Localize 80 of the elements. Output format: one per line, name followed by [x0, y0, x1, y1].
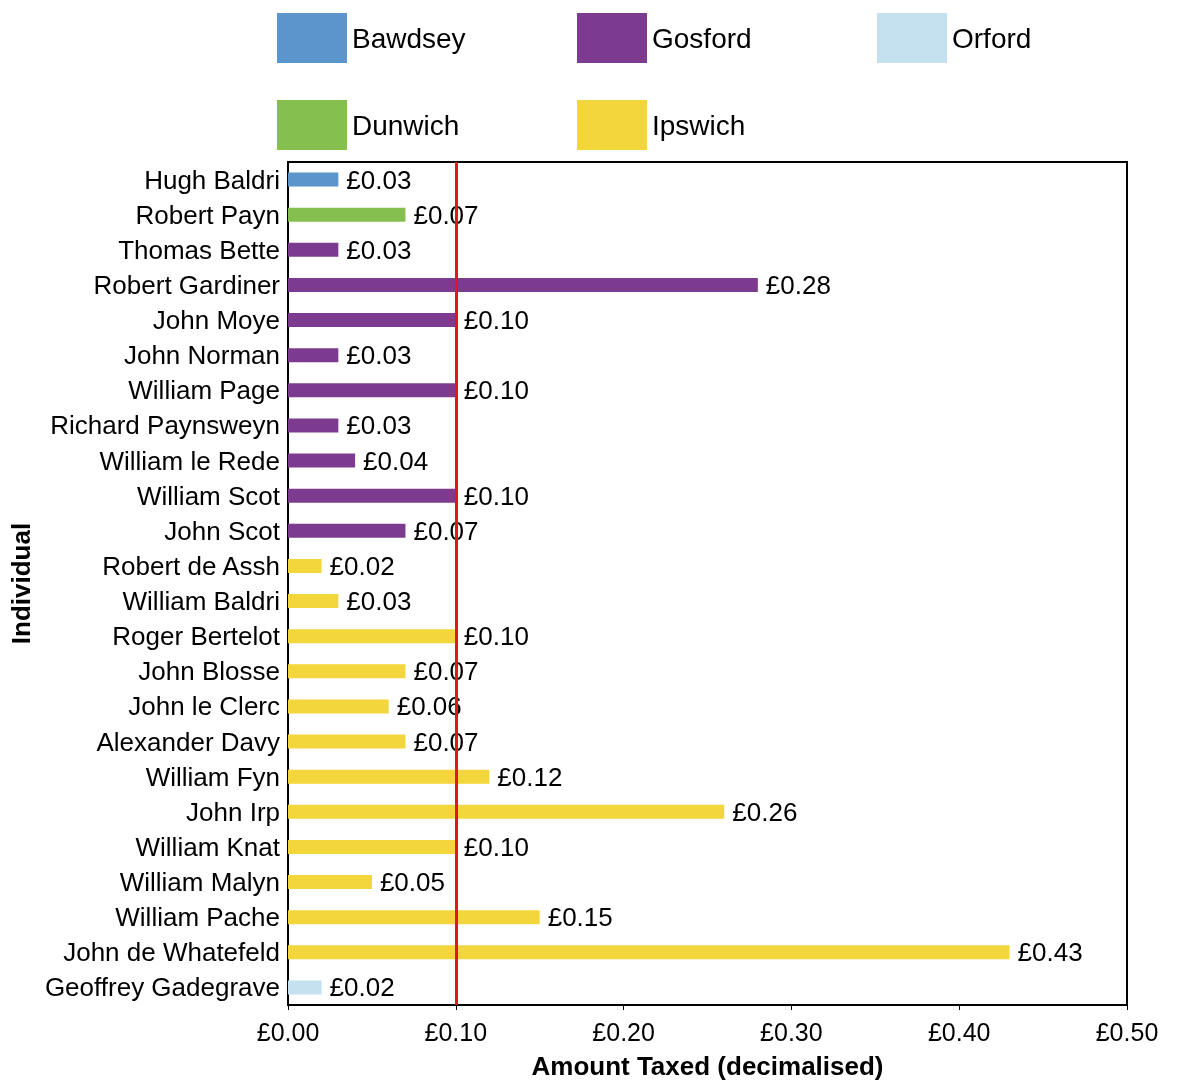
x-tick-label: £0.00: [256, 1017, 320, 1046]
bar: [288, 172, 339, 187]
bar: [288, 804, 725, 819]
data-label: £0.10: [463, 305, 529, 336]
bar: [288, 242, 339, 257]
bar: [288, 839, 456, 854]
y-tick-label: William Knat: [135, 831, 281, 862]
data-label: £0.04: [363, 445, 429, 476]
y-tick-label: William Malyn: [119, 867, 280, 898]
bar: [288, 313, 456, 328]
bar: [288, 348, 339, 363]
legend-label: Orford: [952, 22, 1032, 54]
legend-label: Bawdsey: [352, 22, 466, 54]
data-label: £0.03: [346, 340, 412, 371]
y-tick-label: John Scot: [164, 515, 281, 546]
data-label: £0.03: [346, 164, 412, 195]
bar: [288, 910, 540, 925]
x-tick-label: £0.50: [1095, 1017, 1159, 1046]
y-tick-label: Roger Bertelot: [112, 621, 281, 652]
bar: [288, 453, 356, 468]
legend-label: Ipswich: [652, 109, 746, 141]
data-label: £0.10: [463, 621, 529, 652]
bar: [288, 980, 322, 995]
y-tick-label: William le Rede: [99, 445, 280, 476]
y-axis-title: Individual: [6, 522, 36, 645]
legend-label: Dunwich: [352, 109, 460, 141]
data-label: £0.43: [1017, 937, 1083, 968]
data-label: £0.12: [497, 761, 563, 792]
x-tick-label: £0.20: [592, 1017, 655, 1046]
bar: [288, 664, 406, 679]
bar: [288, 734, 406, 749]
y-tick-label: William Fyn: [145, 761, 280, 792]
data-label: £0.10: [463, 480, 529, 511]
data-label: £0.03: [346, 234, 412, 265]
y-tick-label: Robert Gardiner: [93, 269, 281, 300]
y-tick-label: William Pache: [115, 902, 280, 933]
y-tick-label: John Blosse: [138, 656, 280, 687]
data-label: £0.05: [379, 867, 445, 898]
data-label: £0.03: [346, 410, 412, 441]
bar: [288, 523, 406, 538]
y-tick-label: Hugh Baldri: [144, 164, 280, 195]
y-tick-label: William Page: [128, 375, 280, 406]
data-label: £0.26: [732, 796, 798, 827]
bar: [288, 769, 490, 784]
y-tick-label: Robert de Assh: [102, 550, 280, 581]
data-label: £0.02: [329, 972, 395, 1003]
y-tick-label: John Moye: [152, 305, 280, 336]
x-tick-label: £0.40: [927, 1017, 991, 1046]
data-label: £0.02: [329, 550, 395, 581]
bar: [288, 875, 372, 890]
y-tick-label: John Norman: [123, 340, 280, 371]
legend-label: Gosford: [652, 22, 752, 54]
data-label: £0.10: [463, 831, 529, 862]
bar: [288, 418, 339, 433]
x-tick-label: £0.10: [424, 1017, 488, 1046]
y-tick-label: Thomas Bette: [118, 234, 280, 265]
x-axis-title: Amount Taxed (decimalised): [531, 1051, 884, 1081]
y-tick-label: William Scot: [136, 480, 281, 511]
y-tick-label: John de Whatefeld: [63, 937, 280, 968]
bar: [288, 383, 456, 398]
bar: [288, 207, 406, 222]
bar: [288, 558, 322, 573]
bar: [288, 629, 456, 644]
bar: [288, 945, 1010, 960]
y-tick-label: Robert Payn: [135, 199, 280, 230]
data-label: £0.28: [765, 269, 831, 300]
bar: [288, 594, 339, 609]
x-tick-label: £0.30: [760, 1017, 823, 1046]
y-tick-label: Alexander Davy: [96, 726, 280, 757]
bar: [288, 277, 758, 292]
bar: [288, 699, 389, 714]
data-label: £0.15: [547, 902, 613, 933]
bar: [288, 488, 456, 503]
data-label: £0.10: [463, 375, 529, 406]
y-tick-label: Richard Paynsweyn: [50, 410, 280, 441]
y-tick-label: William Baldri: [122, 586, 280, 617]
data-label: £0.03: [346, 586, 412, 617]
y-tick-label: Geoffrey Gadegrave: [44, 972, 280, 1003]
y-tick-label: John Irp: [186, 796, 280, 827]
y-tick-label: John le Clerc: [128, 691, 280, 722]
